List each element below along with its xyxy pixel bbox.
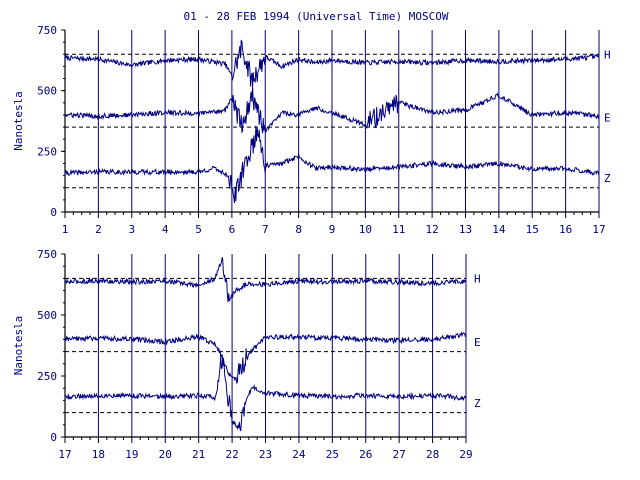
x-tick-label: 6 [229,223,236,236]
y-tick-label: 500 [37,85,57,98]
y-tick-label: 250 [37,145,57,158]
x-tick-label: 25 [326,448,339,461]
series-line-z [64,355,467,432]
series-label-e: E [474,336,481,349]
x-tick-label: 12 [426,223,439,236]
series-label-e: E [604,111,611,124]
x-tick-label: 26 [359,448,372,461]
series-line-h [64,257,467,303]
x-tick-label: 14 [492,223,506,236]
x-tick-label: 19 [125,448,138,461]
x-tick-label: 24 [292,448,306,461]
x-tick-label: 28 [426,448,439,461]
x-tick-label: 16 [559,223,572,236]
x-tick-label: 5 [195,223,202,236]
x-tick-label: 10 [359,223,372,236]
y-tick-label: 0 [50,431,57,444]
x-tick-label: 17 [592,223,605,236]
x-tick-label: 22 [225,448,238,461]
panel-bottom: 0 250 500 750 17 18 19 20 21 22 23 24 25 26 27 28 29 Nano… [12,248,481,461]
x-tick-label: 3 [128,223,135,236]
series-line-z [64,125,600,204]
series-line-e [64,86,600,134]
series-label-z: Z [474,397,481,410]
series-label-h: H [604,48,611,61]
x-tick-label: 18 [92,448,105,461]
y-tick-label: 250 [37,370,57,383]
x-tick-label: 27 [393,448,406,461]
x-tick-label: 13 [459,223,472,236]
y-tick-label: 750 [37,24,57,37]
x-tick-label: 11 [392,223,405,236]
x-tick-label: 17 [58,448,71,461]
x-tick-label: 7 [262,223,269,236]
chart-title: 01 - 28 FEB 1994 (Universal Time) MOSCOW [184,10,449,23]
y-tick-label: 750 [37,248,57,261]
series-line-h [64,39,600,87]
x-tick-label: 20 [159,448,172,461]
y-axis-title: Nanotesla [12,91,25,151]
y-tick-label: 0 [50,206,57,219]
y-axis-title: Nanotesla [12,316,25,376]
x-tick-label: 9 [329,223,336,236]
x-tick-label: 15 [526,223,539,236]
x-tick-label: 29 [459,448,472,461]
series-label-h: H [474,272,481,285]
x-tick-label: 2 [95,223,102,236]
x-tick-label: 8 [295,223,302,236]
x-tick-label: 4 [162,223,169,236]
x-tick-label: 1 [62,223,69,236]
series-line-e [64,331,467,384]
x-tick-label: 21 [192,448,205,461]
x-tick-label: 23 [259,448,272,461]
series-label-z: Z [604,172,611,185]
y-tick-label: 500 [37,309,57,322]
